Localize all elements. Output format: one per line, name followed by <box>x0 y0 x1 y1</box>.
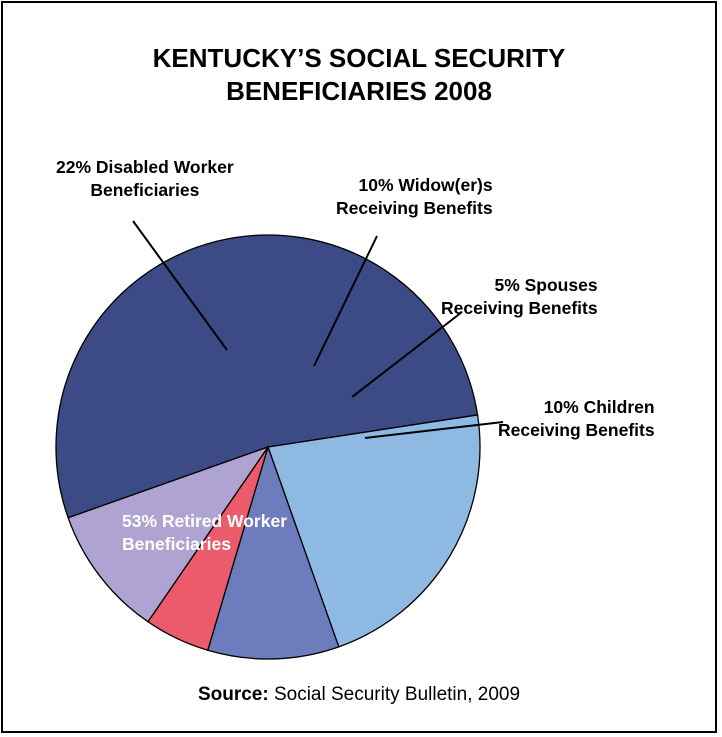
label-spouses: 5% Spouses Receiving Benefits <box>441 274 598 320</box>
leader-line-widowers <box>313 235 378 367</box>
pie-slice-widowers <box>206 444 340 660</box>
chart-title-line-1: KENTUCKY’S SOCIAL SECURITY <box>152 43 566 73</box>
label-widowers-line-2: Receiving Benefits <box>336 198 493 218</box>
label-widowers-line-1: 10% Widow(er)s <box>358 175 493 195</box>
label-children-line-2: Receiving Benefits <box>498 420 655 440</box>
pie-slice-children <box>67 445 270 623</box>
leader-line-disabled <box>132 220 228 351</box>
label-retired: 53% Retired Worker Beneficiaries <box>122 510 287 556</box>
label-widowers: 10% Widow(er)s Receiving Benefits <box>336 174 493 220</box>
label-retired-line-1: 53% Retired Worker <box>122 511 288 531</box>
pie-slice-disabled <box>267 414 481 648</box>
leader-line-children <box>364 421 504 439</box>
leader-line-spouses <box>351 311 463 398</box>
label-children: 10% Children Receiving Benefits <box>498 396 655 442</box>
label-children-line-1: 10% Children <box>543 397 655 417</box>
label-spouses-line-2: Receiving Benefits <box>441 298 598 318</box>
label-disabled: 22% Disabled Worker Beneficiaries <box>56 156 234 202</box>
chart-title-line-2: BENEFICIARIES 2008 <box>226 76 492 106</box>
label-disabled-line-1: 22% Disabled Worker <box>56 157 234 177</box>
pie-slice-retired <box>55 234 479 519</box>
label-disabled-line-2: Beneficiaries <box>90 180 200 200</box>
source-text: Social Security Bulletin, 2009 <box>268 684 521 705</box>
chart-source: Source: Social Security Bulletin, 2009 <box>0 684 718 706</box>
chart-title: KENTUCKY’S SOCIAL SECURITY BENEFICIARIES… <box>0 42 718 108</box>
label-spouses-line-1: 5% Spouses <box>494 275 598 295</box>
label-retired-line-2: Beneficiaries <box>122 534 231 554</box>
source-prefix: Source: <box>197 684 269 705</box>
